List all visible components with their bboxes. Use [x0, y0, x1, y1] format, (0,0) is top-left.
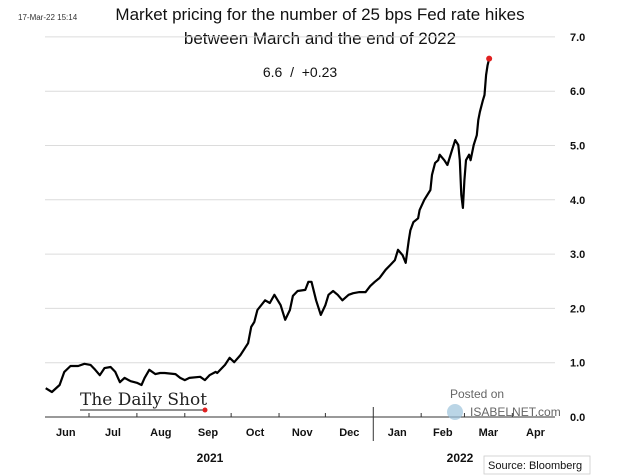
last-value-marker [486, 55, 493, 62]
x-tick-label: Apr [526, 427, 546, 439]
daily-shot-logo: The Daily Shot [80, 390, 208, 413]
chart-title-line2: between March and the end of 2022 [184, 29, 456, 48]
x-tick-label: Feb [433, 427, 453, 439]
timestamp: 17-Mar-22 15:14 [18, 13, 78, 22]
x-tick-label: Aug [150, 427, 171, 439]
logo-text: The Daily Shot [80, 390, 207, 410]
y-tick-label: 6.0 [570, 86, 585, 98]
x-tick-label: Dec [339, 427, 359, 439]
x-tick-label: Sep [198, 427, 218, 439]
y-tick-label: 3.0 [570, 249, 585, 261]
x-tick-label: Mar [479, 427, 499, 439]
x-tick-label: Jun [56, 427, 76, 439]
x-tick-label: Jan [388, 427, 407, 439]
y-axis: 0.0 1.0 2.0 3.0 4.0 5.0 6.0 7.0 [570, 32, 585, 424]
x-axis: Jun Jul Aug Sep Oct Nov Dec Jan Feb Mar Apr [45, 407, 555, 441]
y-tick-label: 7.0 [570, 32, 585, 44]
y-tick-label: 4.0 [570, 195, 585, 207]
gridlines [45, 36, 555, 364]
chart-subtitle: 6.6 / +0.23 [263, 64, 338, 80]
series [45, 55, 493, 394]
y-tick-label: 0.0 [570, 412, 585, 424]
source-label: Source: Bloomberg [488, 460, 582, 472]
x-tick-label: Nov [292, 427, 314, 439]
globe-icon [447, 404, 463, 420]
chart-title: Market pricing for the number of 25 bps … [115, 5, 524, 24]
series-line [45, 58, 491, 394]
x-tick-label: Jul [105, 427, 121, 439]
x-tick-label: Oct [246, 427, 265, 439]
watermark-line1: Posted on [450, 387, 504, 401]
y-tick-label: 1.0 [570, 358, 585, 370]
watermark-line2: ISABELNET.com [470, 405, 561, 419]
source-box [483, 455, 591, 475]
year-label-2022: 2022 [447, 451, 474, 465]
watermark: Posted on ISABELNET.com [447, 387, 561, 420]
y-tick-label: 5.0 [570, 141, 585, 153]
year-label-2021: 2021 [197, 451, 224, 465]
y-tick-label: 2.0 [570, 303, 585, 315]
